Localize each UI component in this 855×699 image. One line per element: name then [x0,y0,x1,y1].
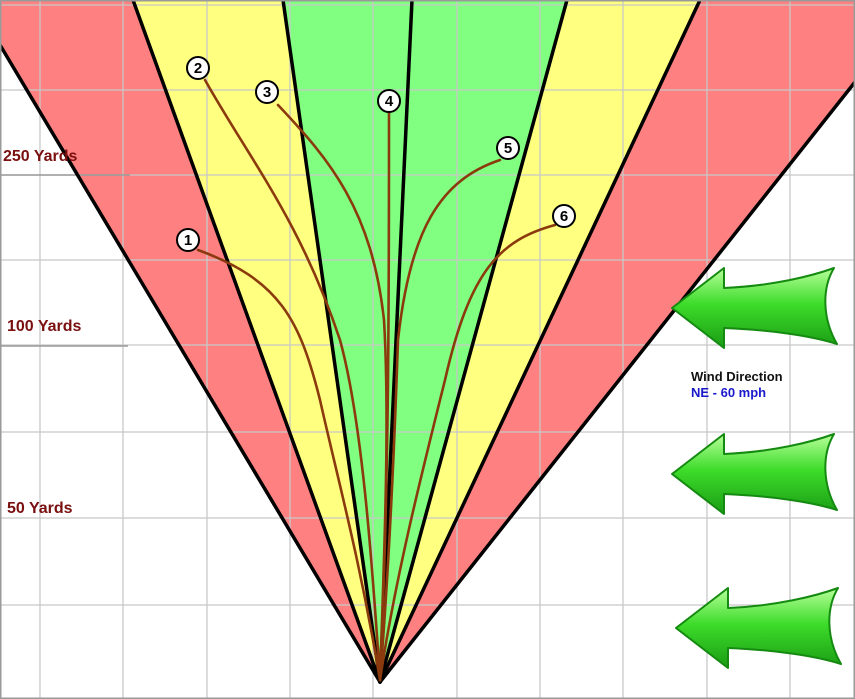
zone-boundaries [0,0,855,684]
shot-label-4: 4 [385,93,394,110]
center-zone-green [283,0,567,682]
shot-marker-4: 4 [377,89,401,113]
distance-label-100: 100 Yards [7,318,82,335]
trajectory-4 [378,110,391,682]
shot-marker-1: 1 [176,228,200,252]
trajectory-5 [378,158,502,682]
trajectory-1 [196,248,382,682]
trajectory-2 [203,78,382,682]
distance-label-50: 50 Yards [7,500,73,517]
wind-arrow-icon [675,587,842,669]
shot-label-3: 3 [263,84,271,101]
wind-direction-title: Wind Direction [691,369,783,384]
distance-lines [0,174,130,347]
trajectory-6 [378,223,557,682]
shot-label-6: 6 [560,208,568,225]
wind-arrow-icon [671,433,838,515]
distance-label-250: 250 Yards [3,148,78,165]
shot-label-2: 2 [194,60,202,77]
shot-marker-6: 6 [552,204,576,228]
wind-arrow-icon [671,267,838,349]
wind-direction-value: NE - 60 mph [691,385,766,400]
shot-label-1: 1 [184,232,192,249]
shot-marker-3: 3 [255,80,279,104]
trajectories [196,78,557,682]
shot-marker-5: 5 [496,136,520,160]
shot-label-5: 5 [504,140,512,157]
shot-marker-2: 2 [186,56,210,80]
